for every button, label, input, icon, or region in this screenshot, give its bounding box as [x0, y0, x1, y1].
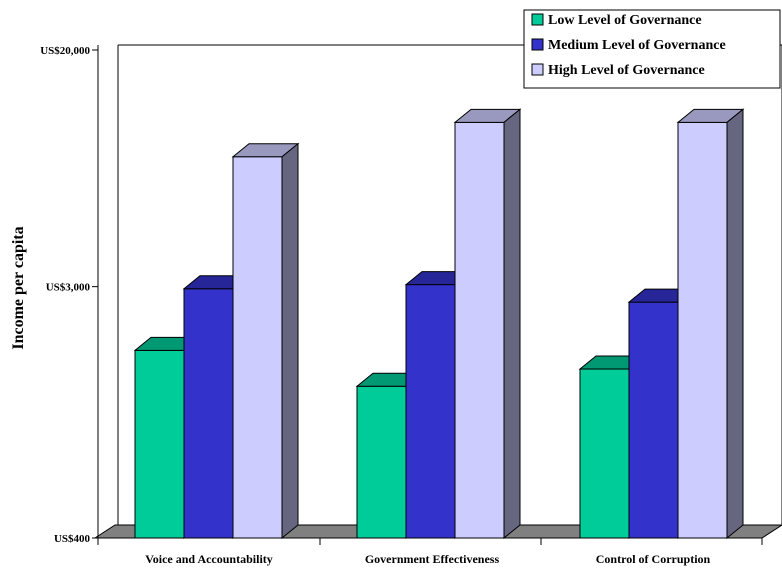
bar: [453, 108, 522, 540]
bar-front-face: [677, 121, 728, 539]
bar-side-face: [281, 142, 299, 540]
plot-back-wall: [117, 44, 782, 525]
bar-front-face: [454, 121, 505, 539]
x-category-label: Voice and Accountability: [145, 552, 273, 566]
bar-side-face: [726, 108, 744, 540]
bar-front-face: [183, 288, 234, 539]
bar: [676, 108, 745, 540]
legend-label: Low Level of Governance: [548, 13, 702, 28]
y-axis-title: Income per capita: [10, 226, 27, 349]
legend-label: Medium Level of Governance: [548, 38, 726, 53]
bar-front-face: [628, 301, 679, 539]
legend-swatch: [531, 38, 544, 51]
bar-front-face: [134, 349, 185, 539]
legend: Low Level of Governance Medium Level of G…: [523, 9, 781, 89]
legend-swatch: [531, 13, 544, 26]
y-tick-label: US$400: [54, 533, 91, 545]
bar-front-face: [579, 368, 630, 539]
bar-front-face: [356, 385, 407, 539]
x-category-label: Government Effectiveness: [365, 552, 500, 566]
legend-box: [523, 9, 781, 89]
y-tick-label: US$3,000: [46, 282, 91, 294]
bar: [231, 142, 300, 540]
x-category-label: Control of Corruption: [596, 552, 711, 566]
y-tick-label: US$20,000: [40, 45, 90, 57]
legend-label: High Level of Governance: [548, 63, 705, 78]
legend-swatch: [531, 63, 544, 76]
bar-front-face: [232, 156, 283, 539]
bar-front-face: [405, 284, 456, 539]
bar-side-face: [503, 108, 521, 540]
